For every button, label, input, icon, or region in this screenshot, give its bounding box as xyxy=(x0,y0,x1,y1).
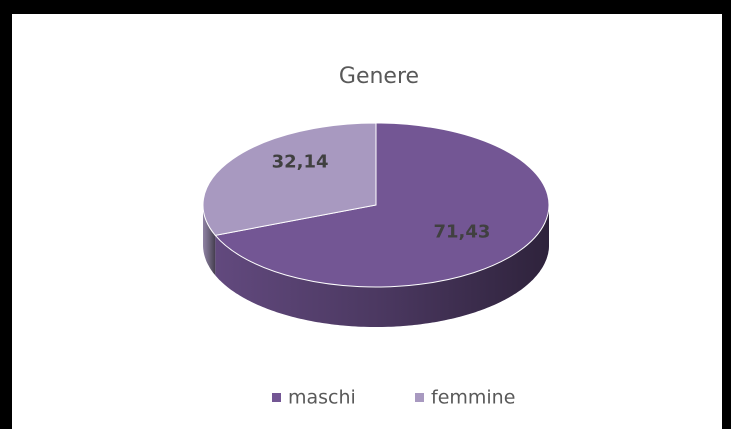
legend-label: maschi xyxy=(288,387,356,409)
data-label: 32,14 xyxy=(272,151,329,172)
slice-side-shade xyxy=(215,205,550,327)
legend-swatch xyxy=(272,393,281,402)
legend-label: femmine xyxy=(431,387,515,409)
legend-swatch xyxy=(415,393,424,402)
data-label: 71,43 xyxy=(433,222,490,243)
slice xyxy=(214,122,550,288)
slice-side-shade xyxy=(203,205,216,276)
chart-title: Genere xyxy=(339,64,419,89)
slice xyxy=(202,122,377,236)
